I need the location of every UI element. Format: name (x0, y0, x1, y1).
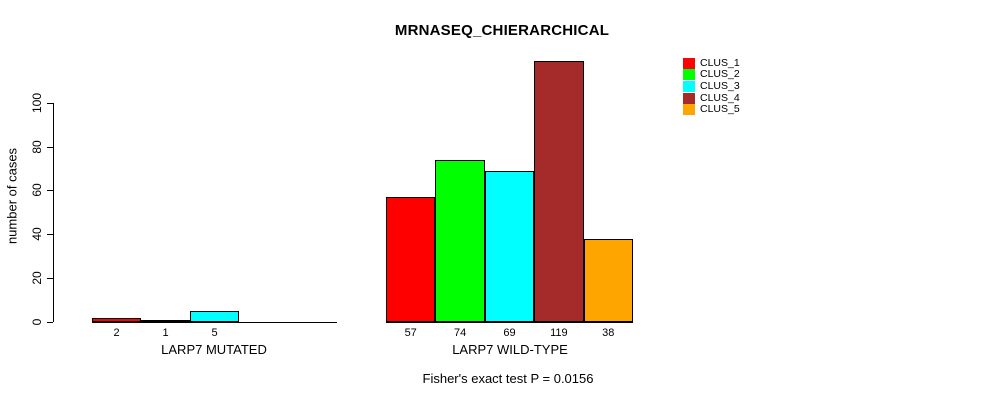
bar-value-label: 38 (602, 327, 615, 339)
bar-value-label: 119 (550, 327, 568, 339)
y-tick-label: 100 (30, 92, 44, 114)
y-tick-label: 20 (30, 271, 44, 285)
legend-label-clus_5: CLUS_5 (700, 103, 740, 116)
y-tick-mark (47, 103, 53, 104)
y-tick-label: 80 (30, 140, 44, 154)
y-tick-mark (47, 147, 53, 148)
y-axis-line (53, 103, 54, 322)
bar-value-label: 5 (211, 327, 218, 339)
x-baseline-group2 (386, 322, 633, 323)
legend-label-clus_3: CLUS_3 (700, 79, 740, 92)
chart-title: MRNASEQ_CHIERARCHICAL (394, 22, 610, 39)
bar-value-label: 1 (162, 327, 169, 339)
y-tick-mark (47, 278, 53, 279)
bar-value-label: 57 (404, 327, 417, 339)
bar-group1-clus_3 (190, 311, 239, 322)
bar-value-label: 2 (113, 327, 120, 339)
y-tick-label: 0 (30, 318, 44, 326)
legend-label-clus_2: CLUS_2 (700, 68, 740, 81)
y-tick-mark (47, 322, 53, 323)
legend-swatch-clus_5 (683, 104, 695, 116)
legend-swatch-clus_2 (683, 69, 695, 81)
fisher-test-annotation: Fisher's exact test P = 0.0156 (422, 371, 594, 386)
legend-swatch-clus_3 (683, 80, 695, 92)
bar-group2-clus_5 (583, 239, 633, 322)
y-tick-mark (47, 234, 53, 235)
bar-group2-clus_1 (386, 197, 436, 322)
y-axis-label: number of cases (4, 147, 20, 245)
legend-label-clus_1: CLUS_1 (700, 56, 740, 69)
y-tick-label: 60 (30, 183, 44, 197)
legend-swatch-clus_4 (683, 92, 695, 104)
bar-group2-clus_2 (435, 160, 485, 322)
legend-label-clus_4: CLUS_4 (700, 91, 740, 104)
bar-group2-clus_4 (534, 61, 584, 322)
bar-value-label: 74 (453, 327, 467, 339)
bar-group1-clus_2 (141, 320, 190, 322)
bar-group1-clus_1 (92, 318, 141, 322)
bar-group2-clus_3 (484, 171, 535, 322)
y-tick-label: 40 (30, 227, 44, 241)
y-tick-mark (47, 190, 53, 191)
x-baseline-group1 (92, 322, 337, 323)
legend-swatch-clus_1 (683, 57, 695, 69)
bar-value-label: 69 (503, 327, 516, 339)
group-label-larp7-mutated: LARP7 MUTATED (161, 342, 267, 357)
group-label-larp7-wild-type: LARP7 WILD-TYPE (452, 342, 568, 357)
